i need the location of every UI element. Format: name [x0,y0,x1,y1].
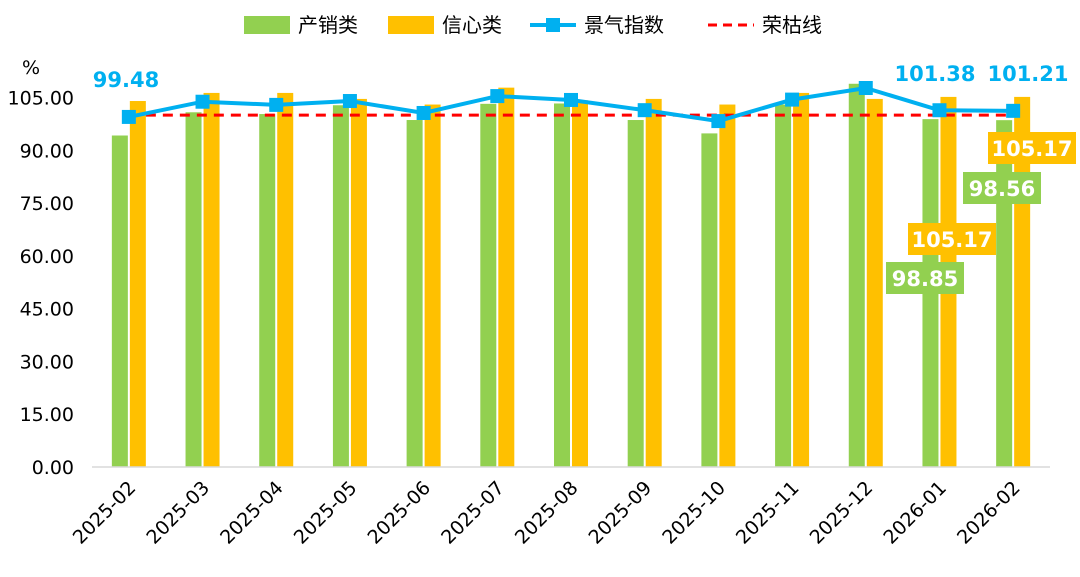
data-label: 101.38 [894,62,975,86]
bar-xinxin [350,98,367,467]
data-label: 98.85 [892,267,958,291]
bar-chanxiao [111,135,128,467]
bar-xinxin [424,104,441,468]
bar-chanxiao [259,114,276,467]
bar-xinxin [203,92,220,468]
index-marker [785,92,800,107]
data-label: 105.17 [991,137,1072,161]
bar-chanxiao [996,120,1013,468]
bar-chanxiao [848,83,865,468]
index-marker [121,109,136,124]
index-marker [416,105,431,120]
index-marker [932,103,947,118]
y-tick-label: 105.00 [8,88,74,110]
index-marker [711,114,726,129]
data-label-bg [988,132,1076,164]
data-labels: 99.48 101.38 101.21 105.17 105.17 98.85 98.56 [93,62,1076,294]
bar-xinxin [645,98,662,467]
index-marker [342,94,357,109]
y-tick-label: 60.00 [20,246,74,268]
bar-xinxin [866,98,883,467]
data-label: 98.56 [969,177,1035,201]
legend-item: 信心类 [388,13,502,37]
legend: 产销类 信心类 景气指数 荣枯线 [244,13,822,37]
legend-label: 荣枯线 [762,13,822,37]
bar-chanxiao [332,105,349,467]
y-axis-unit-label: % [22,57,40,79]
x-tick-label: 2025-05 [290,477,362,549]
bar-xinxin [719,104,736,468]
data-label-bg [886,262,964,294]
index-line-series [121,80,1021,129]
legend-label: 景气指数 [584,13,664,37]
y-tick-label: 15.00 [20,404,74,426]
index-marker [490,89,505,104]
y-tick-label: 45.00 [20,299,74,321]
x-tick-label: 2026-01 [879,477,951,549]
bar-chanxiao [480,103,497,467]
bar-xinxin [277,92,294,468]
legend-marker [546,18,560,32]
legend-item: 景气指数 [530,13,664,37]
x-tick-label: 2025-12 [806,477,878,549]
data-label-bg [908,223,996,255]
bar-xinxin [129,101,146,468]
bar-xinxin [572,100,588,467]
bar-chanxiao [627,120,644,467]
bar-xinxin [793,92,810,468]
legend-item: 荣枯线 [708,13,822,37]
legend-label: 信心类 [442,13,502,37]
y-tick-label: 0.00 [32,457,74,479]
bar-chanxiao [185,112,202,467]
bar-chanxiao [775,104,792,468]
legend-label: 产销类 [298,13,358,37]
x-tick-label: 2025-04 [216,477,288,549]
x-tick-label: 2026-02 [953,477,1025,549]
y-axis-ticks: 0.00 15.00 30.00 45.00 60.00 75.00 90.00 105.00 [8,88,74,480]
legend-swatch [244,16,290,34]
legend-swatch [388,16,434,34]
x-tick-label: 2025-07 [437,477,509,549]
index-marker [269,97,284,112]
data-label-bg [963,172,1041,204]
x-tick-label: 2025-02 [69,477,141,549]
data-label: 101.21 [987,62,1068,86]
index-marker [1006,103,1021,118]
bar-chanxiao [406,120,423,467]
x-tick-label: 2025-03 [142,477,214,549]
data-label: 105.17 [911,228,992,252]
index-marker [564,92,578,107]
x-tick-label: 2025-06 [363,477,435,549]
y-tick-label: 90.00 [20,140,74,162]
legend-item: 产销类 [244,13,358,37]
index-marker [858,80,873,95]
y-tick-label: 75.00 [20,193,74,215]
bar-chanxiao [701,133,718,467]
index-marker [195,94,210,109]
y-tick-label: 30.00 [20,351,74,373]
data-label: 99.48 [93,68,159,92]
x-axis-ticks: 2025-02 2025-03 2025-04 2025-05 2025-06 2025-… [69,477,1025,549]
index-marker [637,103,652,118]
x-tick-label: 2025-10 [658,477,730,549]
x-tick-label: 2025-09 [585,477,657,549]
bar-chanxiao [554,103,570,467]
x-tick-label: 2025-11 [732,477,804,549]
bar-xinxin [498,87,515,467]
x-tick-label: 2025-08 [511,477,583,549]
